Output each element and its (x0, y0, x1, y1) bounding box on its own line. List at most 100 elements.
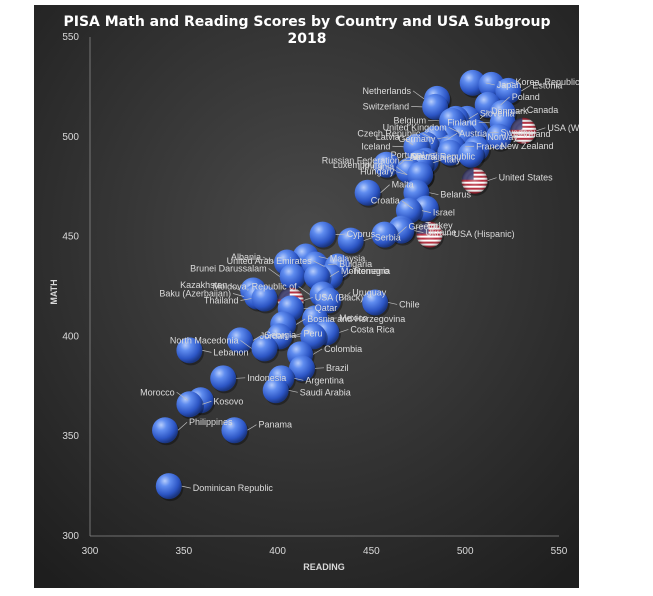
data-label: North Macedonia (170, 335, 239, 345)
label-leader (262, 256, 275, 263)
data-label: Japan (497, 80, 522, 90)
data-label: Finland (447, 117, 477, 127)
label-leader (202, 400, 212, 405)
data-label: Ukraine (425, 228, 456, 238)
data-point (437, 139, 465, 168)
label-leader (177, 421, 188, 431)
data-label: USA (Hispanic) (454, 229, 515, 239)
label-leader (515, 109, 525, 114)
data-point (510, 117, 538, 146)
x-tick-label: 350 (175, 546, 192, 557)
data-label: Lithuania (358, 162, 395, 172)
data-label: Germany (398, 134, 436, 144)
chart-panel: Denmark Slovenia New Zealand France Norway La… (34, 5, 579, 588)
label-leader (312, 348, 323, 355)
label-leader (500, 96, 510, 106)
x-tick-label: 550 (551, 546, 568, 557)
label-leader (399, 156, 409, 166)
label-leader (202, 350, 212, 353)
data-label: Canada (527, 105, 559, 115)
data-point (176, 391, 204, 420)
label-leader (247, 424, 257, 431)
label-leader (181, 485, 191, 489)
data-label: Brazil (326, 363, 349, 373)
x-axis-title: READING (303, 562, 345, 572)
data-label: Kosovo (213, 396, 243, 406)
data-label: United States (499, 173, 554, 183)
label-leader (433, 159, 443, 164)
data-label: Hungary (360, 167, 395, 177)
data-point (152, 417, 180, 446)
data-label: Estonia (532, 80, 562, 90)
data-label: Panama (258, 420, 292, 430)
data-point (221, 417, 249, 446)
label-leader (504, 81, 514, 86)
data-point (457, 141, 486, 170)
label-leader (388, 302, 398, 305)
label-leader (329, 270, 340, 277)
label-leader (426, 152, 438, 156)
x-tick-label: 450 (363, 546, 380, 557)
label-leader (380, 184, 390, 193)
data-label: United Kingdom (383, 122, 447, 132)
data-label: Turkey (425, 221, 453, 231)
label-leader (489, 131, 499, 134)
label-leader (341, 292, 351, 301)
label-leader (363, 237, 373, 241)
label-leader (252, 334, 263, 341)
x-tick-label: 500 (457, 546, 474, 557)
data-label: Kazakhstan (180, 280, 227, 290)
label-leader (298, 286, 310, 295)
label-leader (328, 263, 338, 265)
data-label: Norway (487, 132, 518, 142)
label-leader (303, 297, 313, 301)
data-label: Uruguay (352, 287, 387, 297)
label-leader (428, 119, 440, 122)
label-leader (303, 307, 313, 309)
label-leader (294, 377, 304, 381)
data-label: Iceland (361, 141, 390, 151)
label-leader (448, 126, 460, 134)
data-label: Sweden (500, 127, 533, 137)
data-point (309, 221, 338, 250)
label-leader (397, 226, 407, 235)
data-label: Croatia (371, 196, 400, 206)
data-label: Australia (410, 152, 445, 162)
label-leader (396, 171, 408, 176)
label-leader (489, 145, 499, 150)
label-leader (401, 159, 413, 162)
label-leader (412, 90, 425, 100)
data-label: France (476, 141, 504, 151)
label-leader (478, 121, 490, 124)
data-point (288, 355, 317, 384)
data-label: Bosnia and Herzegovina (307, 314, 405, 324)
label-leader (422, 132, 434, 140)
label-leader (448, 132, 458, 140)
data-point (495, 77, 523, 106)
data-label: Czech Republic (357, 128, 421, 138)
data-label: Lebanon (213, 347, 248, 357)
data-label: Peru (303, 328, 322, 338)
label-leader (479, 110, 490, 120)
data-label: Italy (444, 155, 461, 165)
label-leader (176, 391, 188, 401)
chart-title-line-1: PISA Math and Reading Scores by Country … (63, 14, 550, 30)
data-label: Georgia (264, 330, 296, 340)
data-label: Belarus (440, 190, 471, 200)
data-label: Slovak Republic (410, 152, 475, 162)
data-label: Costa Rica (350, 324, 394, 334)
label-leader (485, 82, 495, 86)
label-leader (446, 154, 458, 158)
data-point (251, 335, 279, 364)
data-label: Morocco (140, 387, 175, 397)
data-label: Thailand (204, 295, 239, 305)
data-label: Korea, Republic of (515, 77, 579, 87)
data-point (354, 179, 383, 208)
data-point (251, 285, 279, 314)
data-label: Baku (Azerbaijan) (159, 288, 231, 298)
y-tick-label: 300 (62, 531, 79, 542)
label-leader (414, 225, 424, 229)
data-label: Colombia (324, 344, 362, 354)
data-point (210, 365, 238, 394)
